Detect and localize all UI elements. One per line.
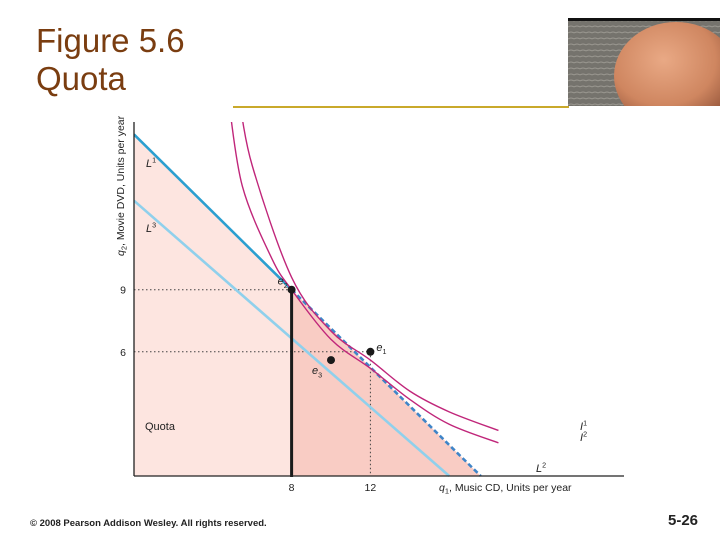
point-e2 <box>287 285 296 294</box>
slide-title: Figure 5.6 Quota <box>36 22 185 98</box>
x-tick-label-8: 8 <box>289 482 295 494</box>
point-label-e3: e3 <box>312 365 322 379</box>
line-label-L2: L2 <box>536 462 546 475</box>
x-axis-title: q1, Music CD, Units per year <box>439 482 572 496</box>
line-label-L1: L1 <box>146 157 156 170</box>
y-tick-label-9: 9 <box>120 285 126 297</box>
page-number: 5-26 <box>668 512 699 529</box>
point-e3 <box>327 356 335 365</box>
point-e1 <box>366 347 375 356</box>
decorative-stone-photo <box>568 18 720 106</box>
budget-line-L1 <box>134 133 293 291</box>
indifference-curve-I1 <box>242 122 499 432</box>
curve-label-I1: I1 <box>580 420 587 433</box>
title-underline <box>233 106 569 108</box>
x-tick-label-12: 12 <box>365 482 377 494</box>
title-line-1: Figure 5.6 <box>36 22 185 59</box>
left-feasible-region <box>134 134 292 476</box>
copyright-footer: © 2008 Pearson Addison Wesley. All right… <box>30 518 267 529</box>
y-tick-label-6: 6 <box>120 347 126 359</box>
indifference-curve-I2 <box>230 122 499 444</box>
quota-region-label: Quota <box>145 421 176 433</box>
budget-line-L2 <box>290 288 482 477</box>
point-label-e2: e2 <box>278 276 288 290</box>
point-label-e1: e1 <box>376 342 386 356</box>
curve-label-I2: I2 <box>580 431 587 444</box>
stone-image <box>568 18 720 106</box>
y-axis-title: q2, Movie DVD, Units per year <box>115 115 129 256</box>
title-line-2: Quota <box>36 60 126 97</box>
line-label-L3: L3 <box>146 222 156 235</box>
